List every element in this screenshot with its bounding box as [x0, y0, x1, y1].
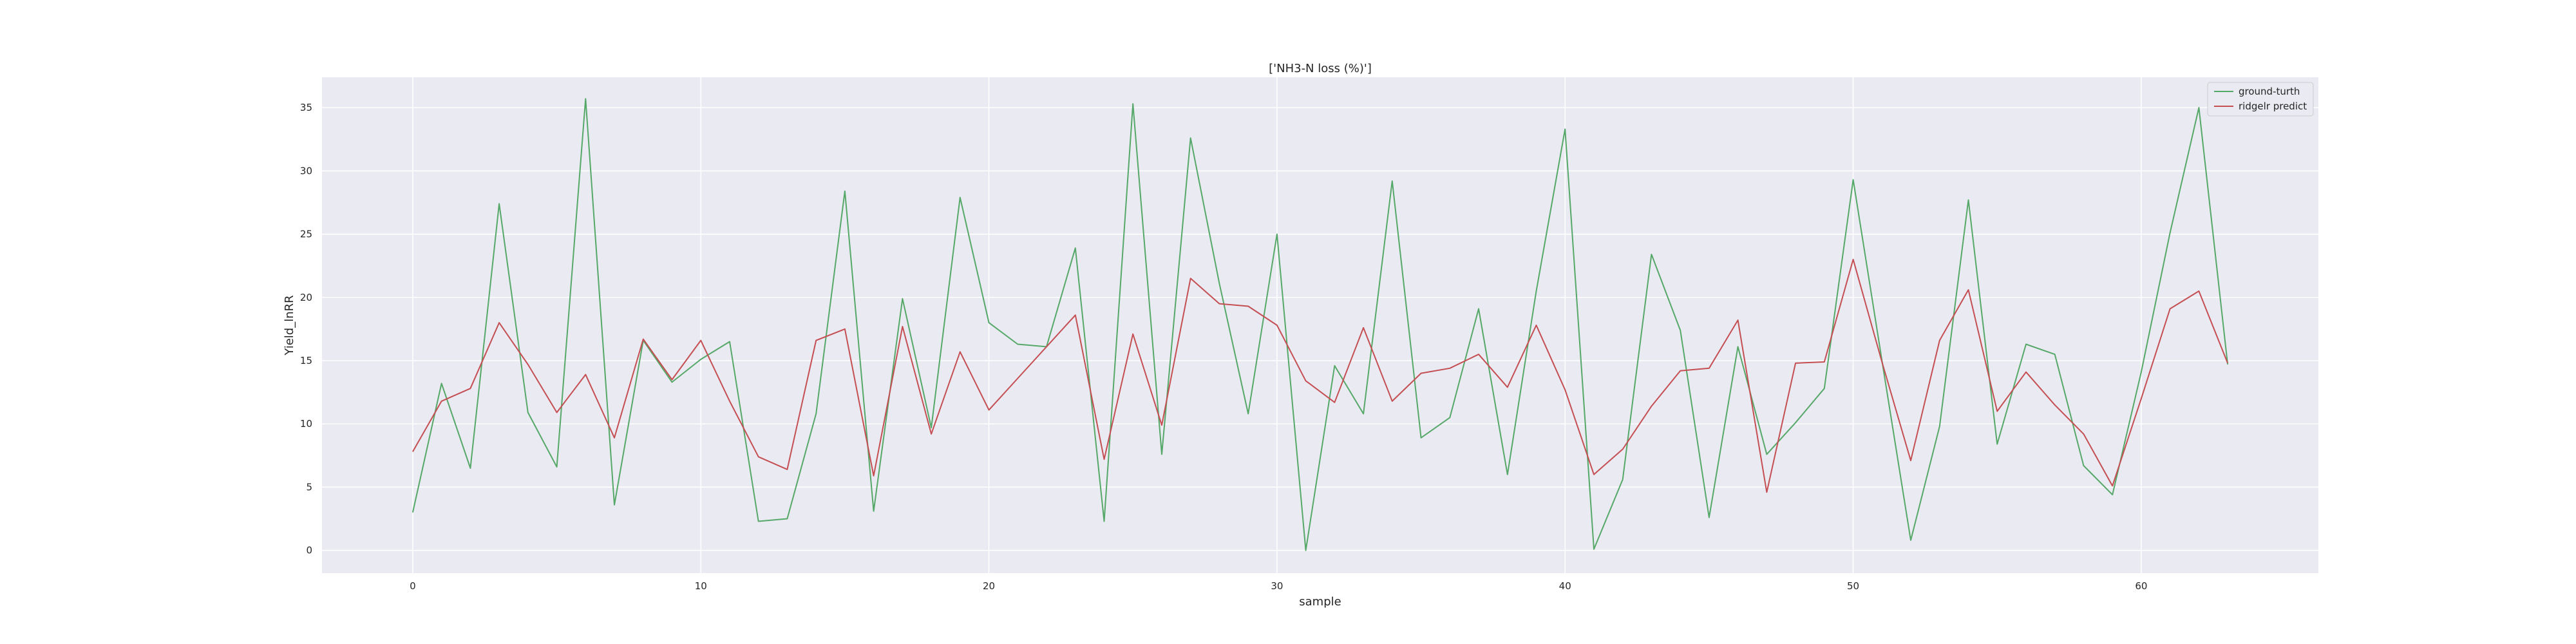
y-tick-labels: 0 5 10 15 20 25 30 35 — [300, 102, 312, 556]
y-tick-label: 15 — [300, 355, 312, 366]
y-tick-label: 25 — [300, 229, 312, 240]
y-tick-label: 5 — [306, 481, 312, 493]
plot-area — [322, 77, 2318, 573]
series-lines — [412, 98, 2229, 551]
legend: ground-turth ridgelr predict — [2207, 82, 2314, 117]
y-tick-label: 20 — [300, 292, 312, 303]
y-axis-label: Yield_lnRR — [283, 295, 296, 355]
chart-title: ['NH3-N loss (%)'] — [1269, 62, 1372, 75]
x-tick-label: 20 — [983, 580, 995, 592]
x-tick-label: 60 — [2135, 580, 2147, 592]
x-tick-labels: 0 10 20 30 40 50 60 — [410, 580, 2147, 592]
x-tick-label: 0 — [410, 580, 416, 592]
y-tick-label: 30 — [300, 165, 312, 176]
x-tick-label: 50 — [1847, 580, 1859, 592]
y-tick-label: 35 — [300, 102, 312, 113]
x-tick-label: 10 — [695, 580, 707, 592]
series-line-ridgelr-predict — [412, 258, 2229, 493]
y-tick-label: 10 — [300, 418, 312, 430]
legend-box — [2207, 82, 2314, 117]
series-line-ground-turth — [412, 98, 2229, 551]
x-tick-label: 40 — [1559, 580, 1571, 592]
y-tick-label: 0 — [306, 545, 312, 556]
x-tick-label: 30 — [1271, 580, 1283, 592]
legend-label-ridgelr-predict: ridgelr predict — [2239, 100, 2307, 112]
x-axis-label: sample — [1299, 595, 1341, 609]
legend-label-ground-turth: ground-turth — [2239, 86, 2300, 97]
